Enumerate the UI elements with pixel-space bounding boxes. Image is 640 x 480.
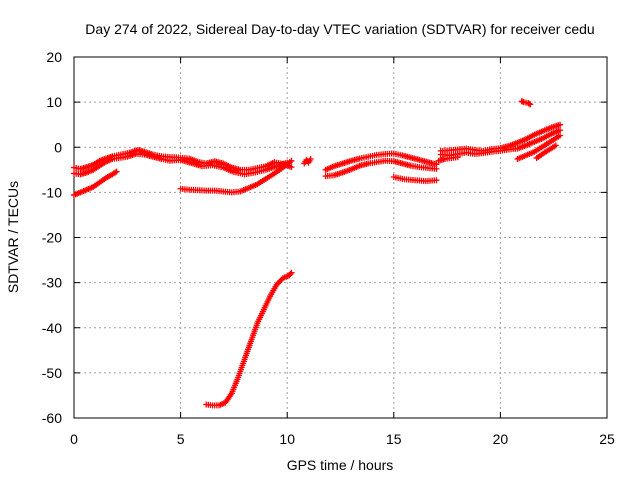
series-track-5 [301, 155, 314, 167]
data-point [288, 164, 295, 171]
y-axis-label: SDTVAR / TECUs [5, 181, 21, 293]
series-track-4 [177, 157, 295, 196]
y-tick-label: -50 [42, 365, 62, 381]
x-tick-label: 5 [177, 431, 185, 447]
tick-labels: 0 5 10 15 20 25 -60 -50 -40 -30 -20 -10 0 10 20 [42, 49, 615, 447]
data-point [527, 101, 534, 108]
series-track-7 [322, 150, 440, 173]
data-point [557, 121, 564, 128]
y-tick-label: -60 [42, 410, 62, 426]
data-point [307, 155, 314, 162]
series-track-8 [322, 157, 440, 180]
series-track-3 [71, 168, 120, 199]
data-point [288, 269, 295, 276]
series-track-9 [390, 174, 440, 185]
series-track-13 [514, 132, 564, 162]
data-point [288, 157, 295, 164]
series-track-6 [203, 269, 295, 409]
grid [74, 57, 607, 418]
data-point [433, 165, 440, 172]
x-tick-label: 0 [70, 431, 78, 447]
data-point [454, 154, 461, 161]
x-tick-label: 20 [493, 431, 509, 447]
data-point [557, 132, 564, 139]
series-track-15 [518, 98, 534, 108]
y-tick-label: -20 [42, 230, 62, 246]
y-tick-label: 0 [54, 139, 62, 155]
series-track-14 [533, 142, 559, 162]
series-track-11 [437, 127, 564, 159]
y-tick-label: 10 [46, 94, 62, 110]
series-track-2 [71, 151, 291, 178]
x-tick-label: 10 [279, 431, 295, 447]
x-tick-label: 25 [599, 431, 615, 447]
data-point [433, 177, 440, 184]
data-marks [71, 98, 564, 409]
data-point [557, 127, 564, 134]
y-tick-label: -30 [42, 275, 62, 291]
data-point [552, 142, 559, 149]
series-track-12 [435, 154, 461, 164]
data-point [526, 100, 533, 107]
y-tick-label: 20 [46, 49, 62, 65]
x-tick-label: 15 [386, 431, 402, 447]
chart-title: Day 274 of 2022, Sidereal Day-to-day VTE… [85, 21, 594, 37]
data-point [113, 168, 120, 175]
y-tick-label: -10 [42, 184, 62, 200]
x-axis-label: GPS time / hours [287, 457, 394, 473]
y-tick-label: -40 [42, 320, 62, 336]
